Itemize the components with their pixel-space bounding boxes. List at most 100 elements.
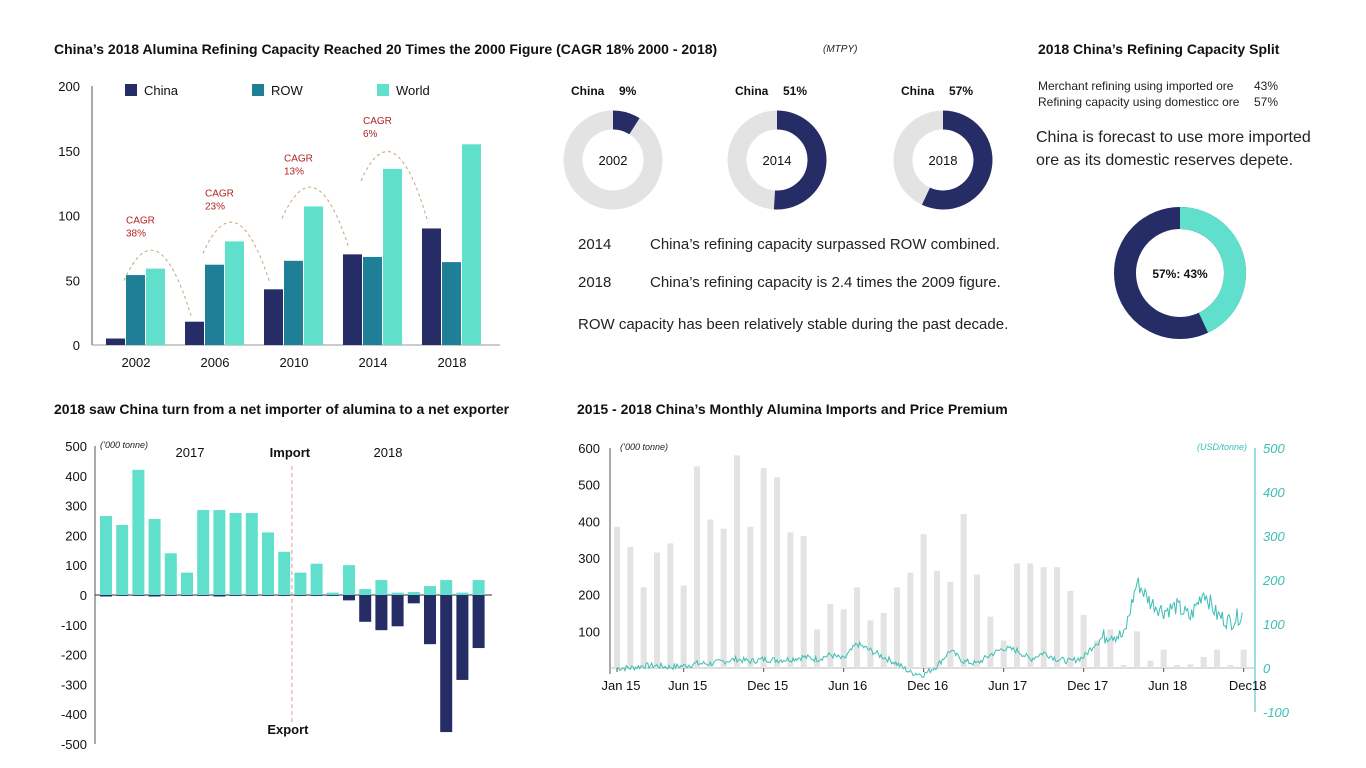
import-bar xyxy=(800,536,807,668)
right-tick-label: 300 xyxy=(1263,529,1285,544)
y-tick-label: 400 xyxy=(65,469,87,484)
import-bar xyxy=(391,592,404,595)
right-tick-label: -100 xyxy=(1263,705,1290,720)
import-bar xyxy=(827,603,834,668)
import-bar xyxy=(934,570,940,668)
split-center-label: 57%: 43% xyxy=(1152,267,1208,281)
import-bar xyxy=(787,532,794,668)
export-label: Export xyxy=(267,722,309,737)
import-bar xyxy=(667,543,674,668)
import-bar xyxy=(920,534,927,668)
bar-row-2014 xyxy=(363,256,382,345)
import-bar xyxy=(1080,614,1087,668)
import-bar xyxy=(627,547,634,668)
export-bar xyxy=(326,595,339,596)
import-bar xyxy=(213,510,226,595)
import-bar xyxy=(720,528,727,668)
import-bar xyxy=(1160,649,1167,668)
bar-china-2006 xyxy=(185,321,204,345)
cagr-value: 13% xyxy=(284,166,304,177)
import-bar xyxy=(867,620,874,668)
left-tick-label: 300 xyxy=(578,551,600,566)
import-bar xyxy=(680,585,687,668)
cagr-label: CAGR xyxy=(205,188,234,199)
split-forecast-line2: ore as its domestic reserves depete. xyxy=(1036,152,1294,169)
export-bar xyxy=(310,595,323,596)
x-tick-label: 2014 xyxy=(359,355,388,370)
import-bar xyxy=(262,532,274,595)
bar-world-2006 xyxy=(225,241,244,345)
import-bar xyxy=(894,587,900,668)
export-bar xyxy=(197,595,210,596)
split-line2-label: Refining capacity using domesticc ore xyxy=(1038,95,1240,109)
right-tick-label: 0 xyxy=(1263,661,1271,676)
donut-pct: 51% xyxy=(783,84,807,98)
import-bar xyxy=(947,581,954,668)
export-bar xyxy=(229,595,242,596)
right-tick-label: 100 xyxy=(1263,617,1285,632)
y-tick-label: 150 xyxy=(58,144,80,159)
export-bar xyxy=(472,595,485,649)
trade-chart-title: 2018 saw China turn from a net importer … xyxy=(54,401,510,417)
export-bar xyxy=(148,595,161,597)
right-tick-label: 400 xyxy=(1263,485,1285,500)
export-bar xyxy=(245,595,258,596)
cagr-value: 38% xyxy=(126,229,146,240)
import-bar xyxy=(1240,649,1247,668)
donut-pct: 9% xyxy=(619,84,637,98)
import-bar xyxy=(343,565,355,595)
import-bar xyxy=(424,586,436,595)
donut-2002-arc xyxy=(612,110,640,135)
left-unit: (’000 tonne) xyxy=(620,442,668,452)
donut-pct: 57% xyxy=(949,84,973,98)
split-donut: 57%: 43% xyxy=(1114,207,1246,339)
legend-swatch-world xyxy=(377,84,389,96)
import-bar xyxy=(456,592,469,595)
y-tick-label: 100 xyxy=(65,558,87,573)
import-bar xyxy=(1200,657,1207,668)
import-bar xyxy=(907,572,914,668)
bar-china-2002 xyxy=(106,338,125,345)
right-tick-label: 200 xyxy=(1262,573,1285,588)
donut-label: China xyxy=(901,84,935,98)
bar-row-2018 xyxy=(442,262,461,345)
donut-label: China xyxy=(735,84,769,98)
x-tick-label: 2006 xyxy=(201,355,230,370)
capacity-chart-title: China’s 2018 Alumina Refining Capacity R… xyxy=(54,41,718,57)
x-tick-label: Jun 15 xyxy=(668,678,707,693)
import-bar xyxy=(472,580,485,595)
bar-china-2014 xyxy=(343,254,362,345)
import-bar xyxy=(1147,660,1154,668)
import-bar xyxy=(148,519,161,595)
import-bar xyxy=(1054,567,1060,668)
import-bar xyxy=(654,552,660,668)
x-tick-label: Dec 15 xyxy=(747,678,788,693)
export-bar xyxy=(343,595,355,601)
split-line2-value: 57% xyxy=(1254,95,1279,109)
cagr-arc xyxy=(360,151,429,223)
premium-line xyxy=(616,577,1243,678)
export-bar xyxy=(262,595,274,596)
import-bar xyxy=(245,513,258,595)
import-bar xyxy=(1067,591,1074,668)
bar-row-2010 xyxy=(284,260,303,345)
import-bar xyxy=(747,526,754,668)
import-bar xyxy=(960,514,967,668)
export-bar xyxy=(181,595,193,596)
import-bar xyxy=(1094,640,1100,668)
bar-row-2006 xyxy=(205,264,224,345)
import-bar xyxy=(854,587,860,668)
export-bar xyxy=(294,595,307,596)
import-bar xyxy=(278,551,291,595)
bar-world-2002 xyxy=(146,268,165,345)
legend-label-row: ROW xyxy=(271,83,304,98)
import-bar xyxy=(694,466,700,668)
x-tick-label: 2002 xyxy=(122,355,151,370)
split-title: 2018 China’s Refining Capacity Split xyxy=(1038,41,1280,57)
legend-swatch-china xyxy=(125,84,137,96)
left-tick-label: 400 xyxy=(578,514,600,529)
left-tick-label: 200 xyxy=(578,588,600,603)
note-row: ROW capacity has been relatively stable … xyxy=(578,316,1009,333)
label-2018: 2018 xyxy=(374,445,403,460)
import-bar xyxy=(100,516,112,595)
